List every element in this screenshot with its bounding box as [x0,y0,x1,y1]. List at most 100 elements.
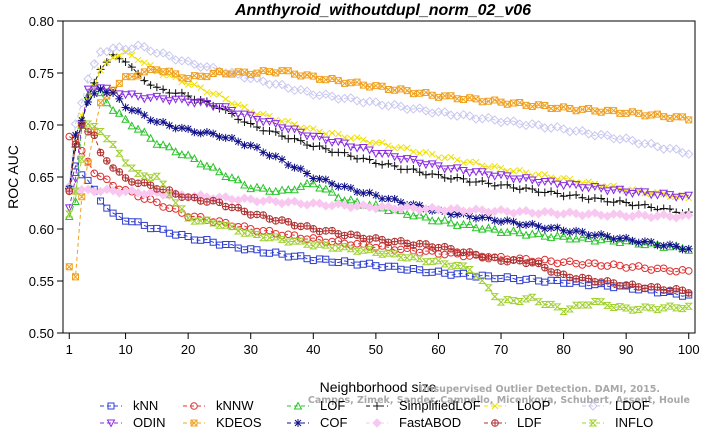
legend-item-knnw: kNNW [183,398,254,413]
legend-marker-knn [107,402,115,410]
data-point-cof [252,143,261,152]
data-point-loop [259,110,267,118]
data-point-fastabod [496,205,506,215]
data-point-odin [346,143,356,152]
data-point-simplifiedlof [634,201,643,210]
data-point-inflo [640,303,650,311]
data-point-ldf [65,187,74,195]
data-point-loop [278,118,286,125]
data-point-ldof [170,55,181,65]
data-point-lof [521,230,531,239]
data-point-loop [497,164,505,172]
data-point-odin [71,175,80,184]
data-point-lof [471,223,481,232]
data-point-odin [165,97,174,106]
data-point-lof [308,179,318,188]
data-point-kdeos [334,77,342,85]
data-point-odin [559,182,568,191]
data-point-fastabod [296,199,306,209]
data-point-simplifiedlof [152,83,161,92]
data-point-ldof [258,76,268,86]
legend-label: LoOP [517,398,550,413]
data-point-odin [258,118,268,127]
data-point-cof [209,129,218,138]
data-point-inflo [621,304,631,312]
data-point-simplifiedlof [640,200,649,209]
data-point-knn [165,229,173,237]
data-point-knn [134,218,142,226]
series-ldof [64,40,694,192]
data-point-ldf [622,281,630,289]
data-point-kdeos [172,70,180,78]
legend-item-inflo: INFLO [582,415,653,430]
data-point-inflo [665,302,675,310]
data-point-inflo [133,169,143,177]
data-point-lof [121,114,130,123]
data-point-knnw [96,172,105,181]
data-point-simplifiedlof [528,185,537,194]
data-point-odin [283,125,293,134]
data-point-lof [434,216,443,225]
data-point-odin [584,184,593,193]
data-point-simplifiedlof [665,204,674,213]
data-point-loop [660,190,668,198]
data-point-odin [96,84,105,93]
data-point-knnw [603,262,612,270]
data-point-simplifiedlof [421,170,430,179]
data-point-inflo [390,250,399,258]
data-point-loop [216,90,223,98]
data-point-inflo [284,238,293,246]
data-point-kdeos [685,116,693,124]
data-point-kdeos [359,81,367,89]
data-point-ldf [459,248,468,257]
data-point-ldf [103,157,111,165]
data-point-lof [265,186,274,195]
data-point-inflo [327,244,337,252]
data-point-kdeos [485,97,493,105]
data-point-cof [378,194,387,203]
data-point-cof [540,224,549,233]
data-point-loop [303,124,311,132]
data-point-ldof [302,86,312,96]
legend-label: COF [320,415,348,430]
data-point-fastabod [402,202,412,212]
data-point-odin [459,166,468,176]
data-point-ldof [127,44,137,54]
data-point-odin [296,128,306,137]
data-point-loop [222,95,230,103]
data-point-ldof [95,47,106,57]
x-tick-label: 80 [556,342,570,357]
data-point-odin [152,92,162,101]
data-point-fastabod [665,211,675,222]
data-point-ldof [377,100,387,110]
data-point-inflo [377,250,387,258]
data-point-knnw [153,198,161,207]
data-point-lof [171,147,180,156]
data-point-odin [565,180,575,189]
data-point-simplifiedlof [428,170,437,179]
data-point-odin [415,159,425,168]
data-point-kdeos [72,273,80,281]
data-point-inflo [340,243,349,251]
data-point-inflo [496,298,506,306]
data-point-cof [190,128,199,137]
data-point-cof [315,174,324,183]
legend-item-simplifiedlof: SimplifiedLOF [366,398,481,413]
data-point-ldof [583,129,594,139]
data-point-lof [127,121,137,130]
data-point-simplifiedlof [622,198,631,207]
data-point-ldof [421,106,431,116]
data-point-kdeos [115,79,123,87]
data-point-knn [78,171,86,179]
y-tick-label: 0.70 [29,118,54,133]
data-point-kdeos [97,99,105,107]
data-point-odin [246,111,256,120]
data-point-odin [634,188,644,197]
data-point-cof [597,230,606,239]
data-point-fastabod [314,198,325,209]
data-point-lof [133,124,143,133]
data-point-kdeos [459,95,467,103]
data-point-knnw [566,257,574,265]
data-point-odin [446,165,456,174]
data-point-knn [378,264,386,272]
